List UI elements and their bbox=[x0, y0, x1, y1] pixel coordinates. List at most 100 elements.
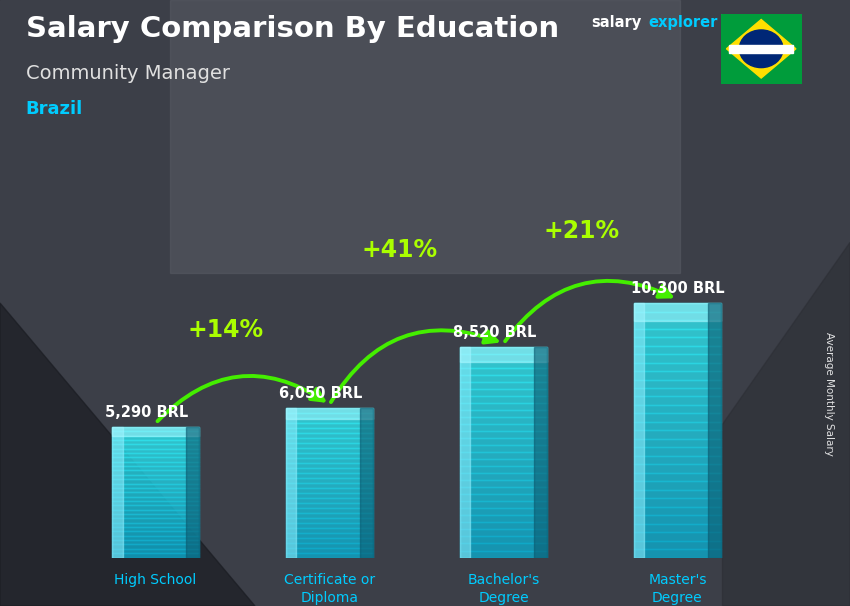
Bar bbox=[286, 468, 373, 473]
Bar bbox=[286, 508, 373, 513]
Bar bbox=[634, 490, 721, 498]
Bar bbox=[460, 361, 547, 368]
Bar bbox=[286, 443, 373, 448]
Bar bbox=[460, 410, 547, 418]
Bar bbox=[112, 436, 199, 440]
Bar bbox=[286, 473, 373, 478]
Bar bbox=[634, 532, 721, 541]
Bar bbox=[460, 544, 547, 550]
Bar bbox=[634, 303, 721, 311]
Bar bbox=[286, 478, 373, 483]
Bar bbox=[460, 403, 547, 410]
Bar bbox=[460, 431, 547, 438]
Text: 5,290 BRL: 5,290 BRL bbox=[105, 405, 189, 420]
Bar bbox=[634, 328, 721, 337]
Bar bbox=[460, 375, 547, 382]
Bar bbox=[634, 481, 721, 490]
Bar bbox=[634, 311, 721, 320]
Bar bbox=[286, 518, 373, 522]
Bar bbox=[112, 458, 199, 462]
Bar bbox=[112, 488, 199, 492]
Bar bbox=[460, 354, 547, 361]
Bar bbox=[286, 503, 373, 508]
Bar bbox=[286, 438, 373, 443]
Bar bbox=[112, 518, 199, 523]
Bar bbox=[708, 303, 721, 558]
Bar bbox=[286, 458, 373, 463]
Text: Salary Comparison By Education: Salary Comparison By Education bbox=[26, 15, 558, 43]
Bar bbox=[286, 538, 373, 542]
Bar bbox=[286, 548, 373, 553]
Bar bbox=[634, 396, 721, 405]
Bar bbox=[460, 536, 547, 544]
Text: explorer: explorer bbox=[649, 15, 718, 30]
Bar bbox=[460, 452, 547, 459]
Bar bbox=[460, 487, 547, 494]
Bar bbox=[460, 347, 547, 362]
Bar bbox=[634, 303, 721, 321]
Bar bbox=[170, 0, 680, 273]
Bar bbox=[112, 523, 199, 527]
Bar bbox=[460, 516, 547, 522]
Bar bbox=[728, 45, 794, 53]
Bar bbox=[112, 496, 199, 501]
Bar bbox=[112, 492, 199, 496]
Text: +14%: +14% bbox=[187, 318, 264, 342]
Bar bbox=[634, 456, 721, 464]
Bar bbox=[634, 549, 721, 558]
Bar bbox=[460, 550, 547, 558]
Bar bbox=[460, 508, 547, 516]
Polygon shape bbox=[722, 242, 850, 606]
Text: 6,050 BRL: 6,050 BRL bbox=[279, 386, 362, 401]
Text: Average Monthly Salary: Average Monthly Salary bbox=[824, 332, 834, 456]
Bar bbox=[112, 544, 199, 549]
Bar bbox=[460, 347, 470, 558]
Bar bbox=[634, 541, 721, 549]
Bar bbox=[112, 540, 199, 544]
Bar bbox=[634, 430, 721, 439]
Bar bbox=[286, 493, 373, 498]
Bar bbox=[286, 533, 373, 538]
Text: 8,520 BRL: 8,520 BRL bbox=[453, 325, 536, 340]
Bar bbox=[286, 488, 373, 493]
Bar bbox=[112, 527, 199, 531]
Bar bbox=[112, 510, 199, 514]
Text: .com: .com bbox=[719, 15, 758, 30]
Bar bbox=[460, 424, 547, 431]
Text: Community Manager: Community Manager bbox=[26, 64, 230, 82]
Bar bbox=[286, 418, 373, 423]
Bar bbox=[634, 379, 721, 388]
Bar bbox=[112, 431, 199, 436]
Bar bbox=[634, 337, 721, 345]
Bar bbox=[112, 536, 199, 540]
Bar bbox=[634, 320, 721, 328]
Bar bbox=[286, 553, 373, 558]
Bar bbox=[286, 453, 373, 458]
Bar bbox=[112, 466, 199, 470]
Bar bbox=[286, 413, 373, 418]
Bar bbox=[634, 507, 721, 515]
Bar bbox=[460, 481, 547, 487]
Bar bbox=[460, 347, 547, 354]
Bar bbox=[360, 408, 373, 558]
Bar bbox=[460, 418, 547, 424]
Bar bbox=[286, 542, 373, 548]
Bar bbox=[112, 427, 199, 431]
Bar bbox=[460, 467, 547, 473]
Bar bbox=[634, 345, 721, 354]
Bar bbox=[286, 483, 373, 488]
Text: Brazil: Brazil bbox=[26, 100, 82, 118]
Bar bbox=[534, 347, 547, 558]
Bar bbox=[112, 479, 199, 484]
Bar bbox=[286, 498, 373, 503]
Bar bbox=[634, 447, 721, 456]
Bar bbox=[460, 368, 547, 375]
Bar bbox=[634, 473, 721, 481]
Bar bbox=[634, 498, 721, 507]
Bar bbox=[460, 445, 547, 452]
Bar bbox=[286, 408, 297, 558]
Bar bbox=[460, 522, 547, 530]
Bar bbox=[634, 515, 721, 524]
Bar bbox=[186, 427, 199, 558]
Bar bbox=[460, 389, 547, 396]
